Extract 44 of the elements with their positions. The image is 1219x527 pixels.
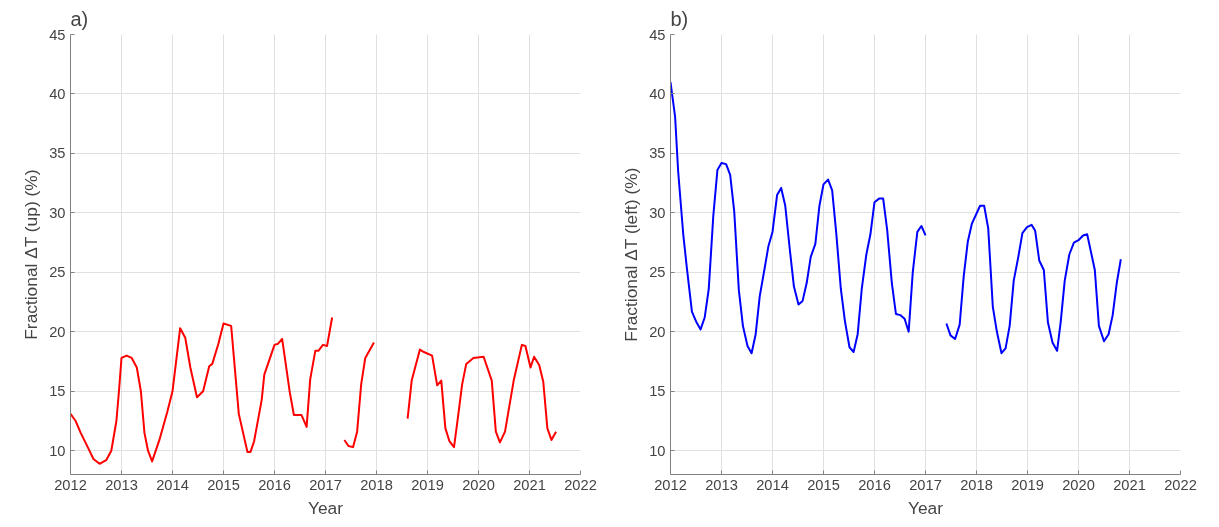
y-tick-label: 15	[649, 383, 666, 400]
x-tick-label: 2015	[207, 476, 240, 493]
x-tick-label: 2018	[360, 476, 393, 493]
y-tick-label: 35	[49, 145, 66, 162]
x-tick-label: 2015	[807, 476, 840, 493]
y-tick-label: 40	[49, 85, 66, 102]
y-tick-label: 20	[649, 323, 666, 340]
x-tick-label: 2019	[411, 476, 444, 493]
x-tick-label: 2016	[858, 476, 891, 493]
y-tick-label: 15	[49, 383, 66, 400]
chart-title: b)	[670, 7, 689, 30]
x-axis-title: Year	[307, 497, 344, 518]
y-tick-label: 30	[649, 204, 666, 221]
x-tick-label: 2020	[462, 476, 495, 493]
y-tick-label: 35	[649, 145, 666, 162]
x-tick-label: 2016	[258, 476, 291, 493]
y-tick-label: 20	[49, 323, 66, 340]
y-tick-label: 40	[649, 85, 666, 102]
x-tick-label: 2012	[654, 476, 687, 493]
y-axis-title: Fractional ΔT (up) (%)	[21, 169, 42, 340]
y-axis-title: Fractional ΔT (left) (%)	[621, 167, 642, 342]
x-tick-label: 2014	[756, 476, 789, 493]
x-tick-label: 2021	[1113, 476, 1146, 493]
x-tick-label: 2022	[564, 476, 597, 493]
y-tick-label: 25	[649, 264, 666, 281]
y-tick-label: 30	[49, 204, 66, 221]
x-tick-label: 2017	[309, 476, 342, 493]
x-tick-label: 2019	[1011, 476, 1044, 493]
x-tick-label: 2020	[1062, 476, 1095, 493]
chart-title: a)	[70, 7, 89, 30]
x-tick-label: 2013	[105, 476, 138, 493]
x-tick-label: 2014	[156, 476, 189, 493]
x-tick-label: 2012	[54, 476, 87, 493]
y-tick-label: 10	[649, 442, 666, 459]
x-tick-label: 2013	[705, 476, 738, 493]
y-tick-label: 25	[49, 264, 66, 281]
x-axis-title: Year	[907, 497, 944, 518]
y-tick-label: 45	[649, 26, 666, 43]
y-tick-label: 45	[49, 26, 66, 43]
x-tick-label: 2018	[960, 476, 993, 493]
x-tick-label: 2021	[513, 476, 546, 493]
x-tick-label: 2017	[909, 476, 942, 493]
x-tick-label: 2022	[1164, 476, 1197, 493]
y-tick-label: 10	[49, 442, 66, 459]
